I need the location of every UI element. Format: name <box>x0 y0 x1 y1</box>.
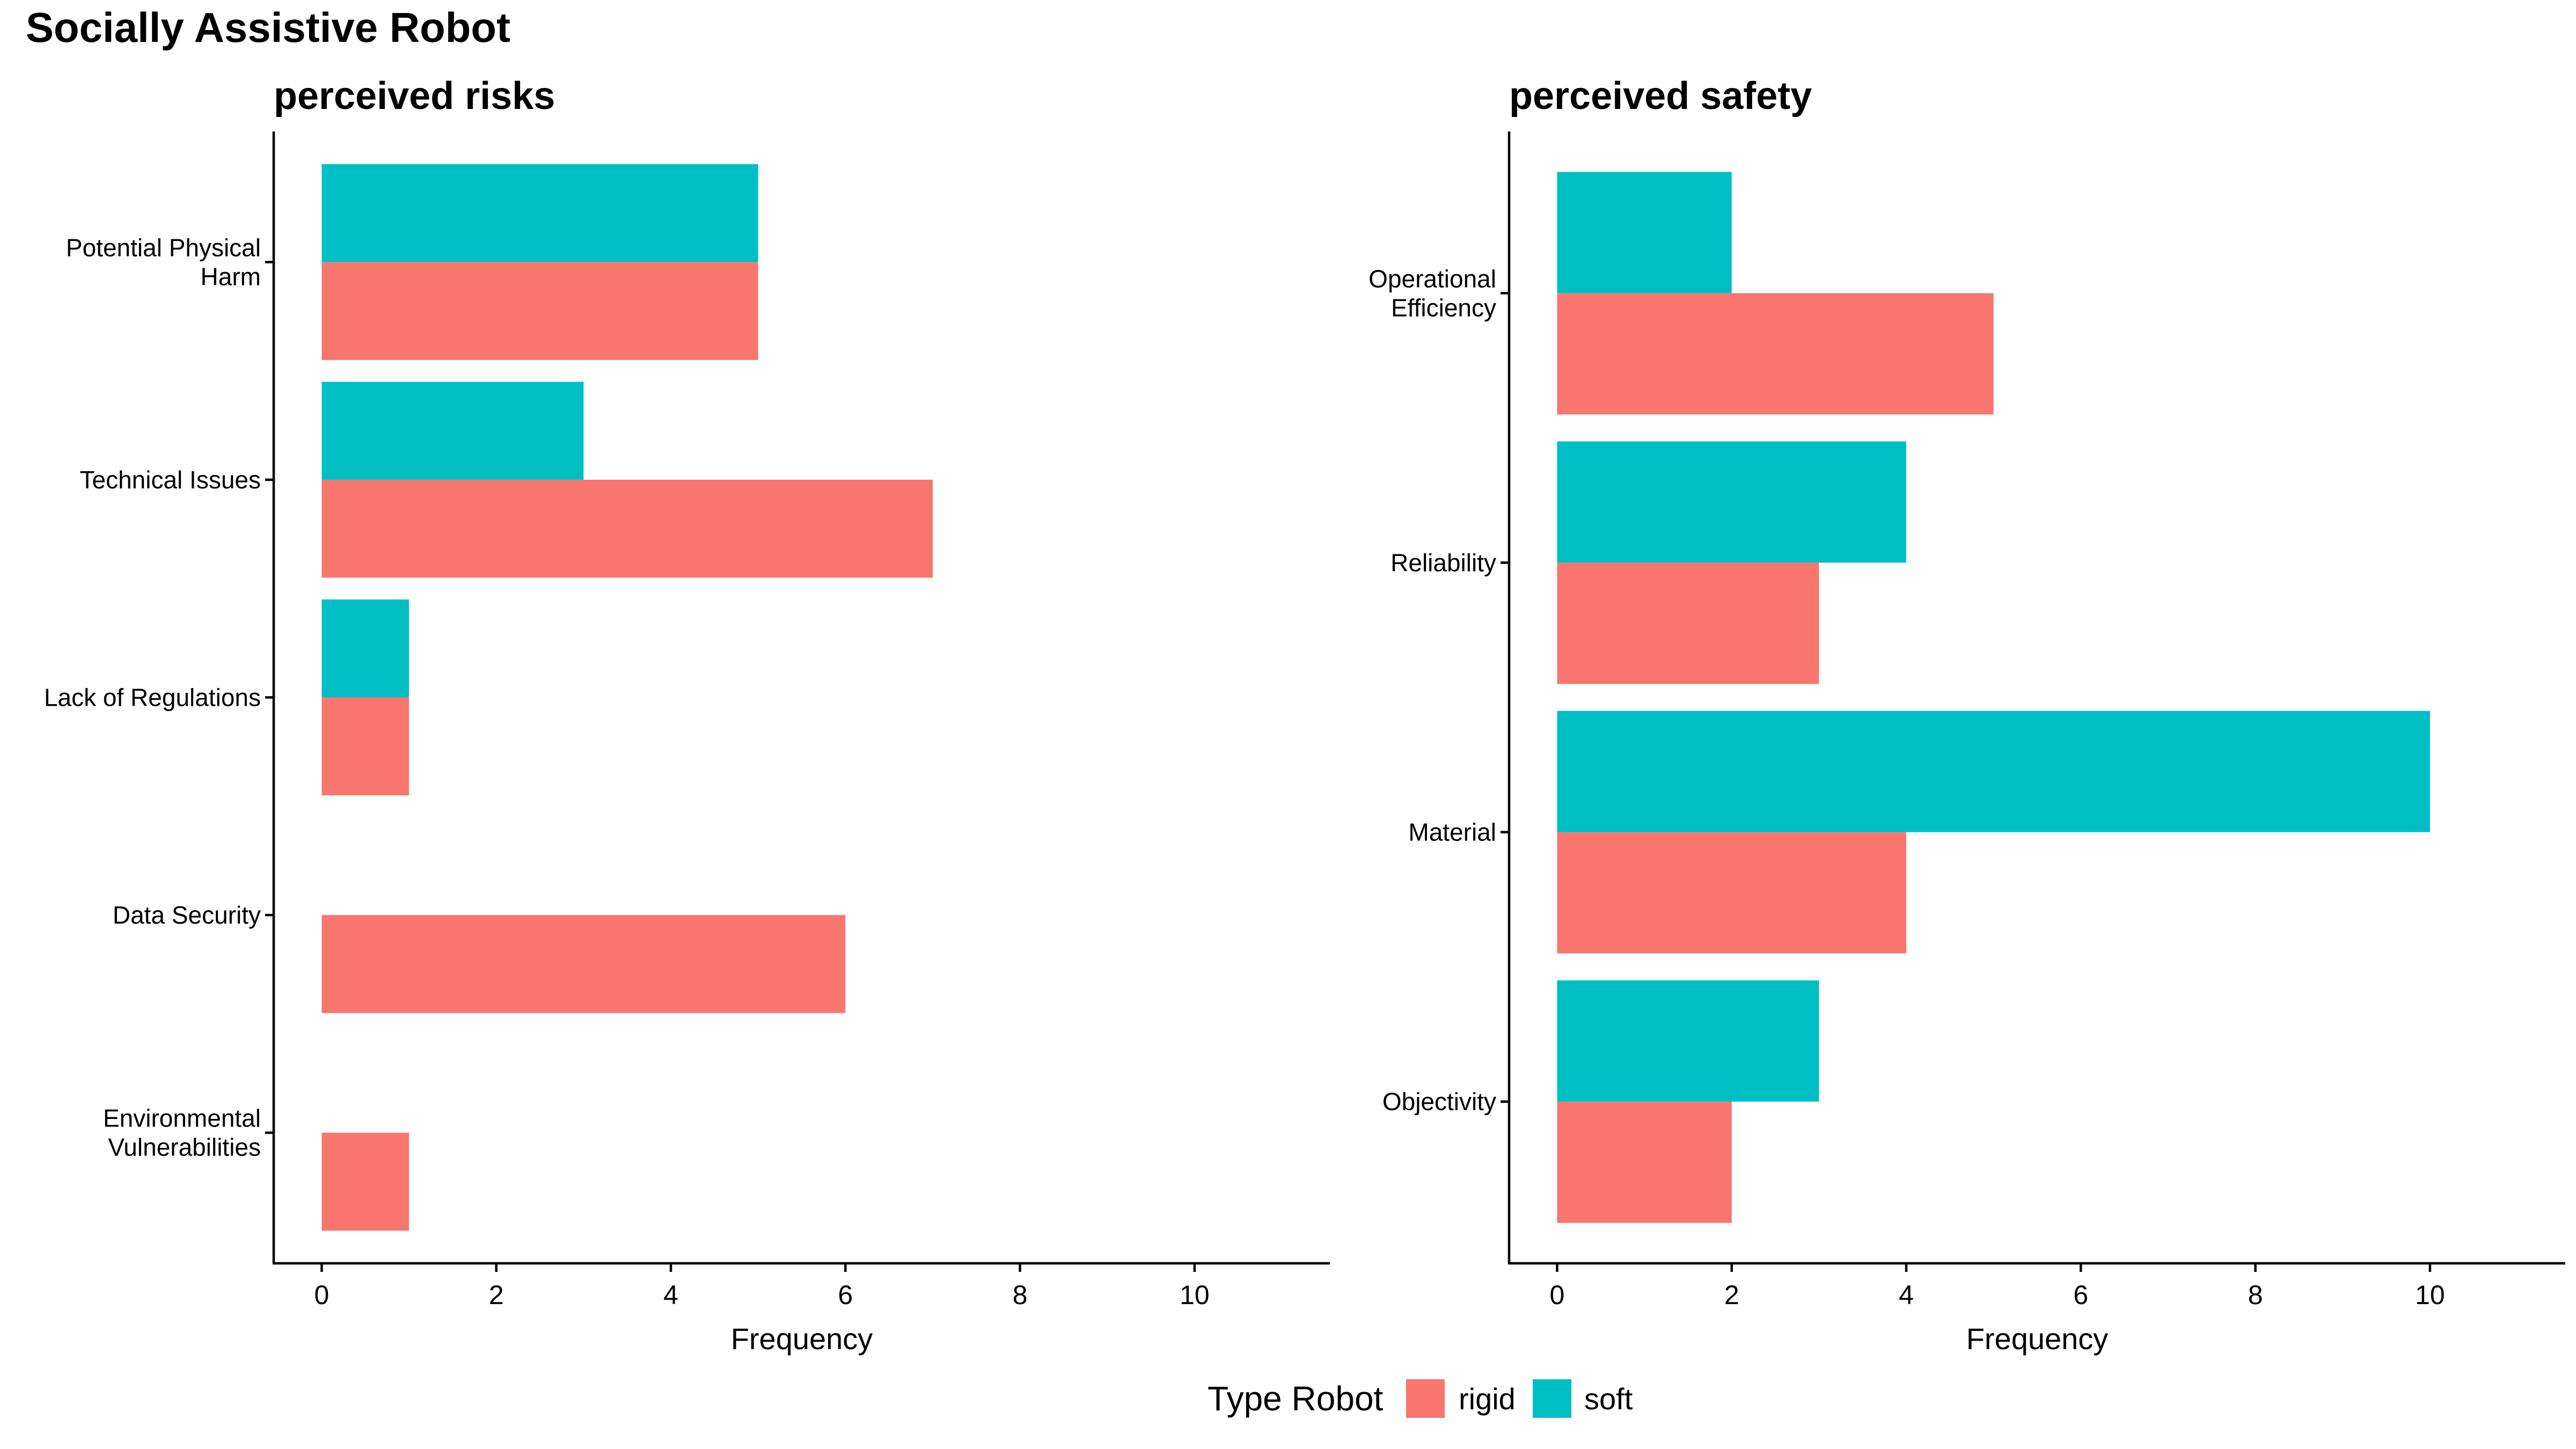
legend-title: Type Robot <box>1208 1379 1384 1418</box>
legend-label-soft: soft <box>1584 1382 1633 1416</box>
panel-title: perceived risks <box>274 75 555 118</box>
panel-1: perceived risks Potential Physical Harm Tec… <box>44 75 1330 1356</box>
category-label: Data Security <box>113 901 261 929</box>
bar-rigid-2 <box>1557 562 1819 684</box>
legend-label-rigid: rigid <box>1459 1382 1516 1416</box>
x-axis-title: Frequency <box>731 1322 873 1356</box>
bar-soft-1 <box>1557 172 1732 294</box>
legend-key-soft <box>1533 1379 1571 1418</box>
panel-2: perceived safety Operational Efficiency Rel… <box>1368 75 2565 1356</box>
x-tick-label: 4 <box>1899 1280 1914 1310</box>
bar-rigid-2 <box>321 479 933 578</box>
x-axis-title: Frequency <box>1966 1322 2109 1356</box>
chart-title: Socially Assistive Robot <box>26 4 510 51</box>
x-tick-label: 0 <box>1550 1280 1565 1310</box>
x-tick-label: 6 <box>2073 1280 2088 1310</box>
category-label: Environmental Vulnerabilities <box>103 1104 261 1161</box>
panel-title: perceived safety <box>1509 75 1812 118</box>
x-tick-label: 2 <box>489 1280 504 1310</box>
bar-soft-1 <box>321 164 758 262</box>
bar-rigid-5 <box>321 1132 409 1231</box>
category-label: Material <box>1408 818 1496 846</box>
x-tick-label: 10 <box>1180 1280 1210 1310</box>
bar-soft-4 <box>1557 980 1819 1102</box>
bar-rigid-1 <box>321 262 758 360</box>
category-label: Reliability <box>1391 548 1496 576</box>
category-label: Lack of Regulations <box>44 684 261 712</box>
bar-soft-2 <box>321 382 584 480</box>
category-label: Technical Issues <box>80 466 261 494</box>
legend-key-rigid <box>1406 1379 1445 1418</box>
bar-soft-3 <box>1557 711 2430 832</box>
bar-rigid-3 <box>321 697 409 796</box>
bar-soft-2 <box>1557 441 1907 563</box>
x-tick-label: 0 <box>314 1280 330 1310</box>
category-label: Potential Physical Harm <box>66 233 261 290</box>
chart-panels: perceived risks Potential Physical Harm Tec… <box>44 75 2565 1356</box>
category-label: Objectivity <box>1382 1088 1496 1116</box>
bar-rigid-1 <box>1557 293 1994 415</box>
category-label: Operational Efficiency <box>1368 265 1496 321</box>
x-tick-label: 10 <box>2415 1280 2445 1310</box>
bar-rigid-3 <box>1557 832 1907 954</box>
bar-soft-3 <box>321 599 409 698</box>
bar-rigid-4 <box>321 915 846 1013</box>
x-tick-label: 8 <box>1013 1280 1028 1310</box>
x-tick-label: 8 <box>2248 1280 2263 1310</box>
x-tick-label: 4 <box>663 1280 678 1310</box>
legend: Type Robot rigid soft <box>1208 1379 1633 1418</box>
x-tick-label: 6 <box>838 1280 853 1310</box>
bar-rigid-4 <box>1557 1101 1732 1223</box>
x-tick-label: 2 <box>1724 1280 1739 1310</box>
